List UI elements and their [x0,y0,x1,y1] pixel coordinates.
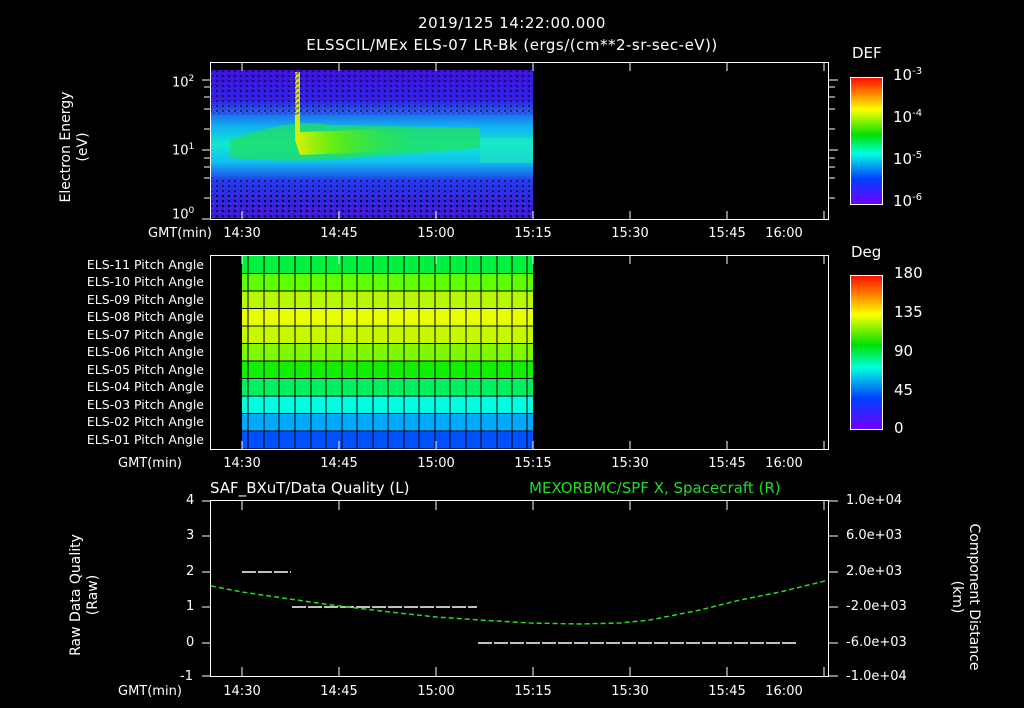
deg-colorbar [850,275,883,430]
spf-x-series [210,579,830,625]
deg-label-90: 90 [894,342,914,360]
row-label: ELS-04 Pitch Angle [86,379,204,394]
row-label: ELS-11 Pitch Angle [86,257,204,272]
row-label: ELS-01 Pitch Angle [86,432,204,447]
deg-label-135: 135 [894,303,923,321]
row-label: ELS-02 Pitch Angle [86,414,204,429]
panel2-time-ticks [241,256,825,449]
row-label: ELS-09 Pitch Angle [86,292,204,307]
ytick-right: -1.0e+04 [846,669,907,684]
ytick-right: -2.0e+03 [846,599,907,614]
row-label: ELS-05 Pitch Angle [86,362,204,377]
plot-subtitle: ELSSCIL/MEx ELS-07 LR-Bk (ergs/(cm**2-sr… [306,36,718,54]
ytick-10: 101 [172,142,195,159]
def-colorbar [850,77,883,205]
panel2-time-labels: GMT(min) 14:30 14:45 15:00 15:15 15:30 1… [118,456,803,471]
spf-x-title: MEXORBMC/SPF X, Spacecraft (R) [529,479,781,497]
ytick-left: 4 [186,493,195,508]
data-quality-panel [210,500,829,677]
ytick-right: 6.0e+03 [846,528,903,543]
deg-label-180: 180 [894,264,923,282]
row-label: ELS-07 Pitch Angle [86,327,204,342]
def-label-1e-5: 10-5 [893,150,923,168]
ytick-left: 3 [186,528,195,543]
ytick-right: 1.0e+04 [846,493,903,508]
ytick-right: -6.0e+03 [846,635,907,650]
ytick-left: 1 [186,599,195,614]
ytick-left: 2 [186,564,195,579]
row-label: ELS-08 Pitch Angle [86,309,204,324]
pitch-angle-panel [210,255,829,450]
row-label: ELS-06 Pitch Angle [86,344,204,359]
ytick-left: -1 [180,669,193,684]
data-quality-axis-label: Raw Data Quality (Raw) [68,534,101,656]
deg-colorbar-title: Deg [851,243,882,261]
deg-label-45: 45 [894,381,914,399]
component-distance-axis-label: Component Distance (km) [949,523,982,671]
ytick-100: 102 [172,74,195,91]
pitch-grid-lines [242,256,533,449]
panel3-axes-ticks [202,500,838,677]
row-label: ELS-03 Pitch Angle [86,397,204,412]
def-label-1e-3: 10-3 [893,66,923,84]
deg-label-0: 0 [894,419,904,437]
ytick-left: 0 [186,635,195,650]
data-quality-series [242,571,798,644]
ytick-right: 2.0e+03 [846,564,903,579]
row-label: ELS-10 Pitch Angle [86,274,204,289]
energy-spectrogram-panel [210,62,829,220]
def-label-1e-6: 10-6 [893,192,923,210]
panel1-time-ticks [202,63,838,220]
plot-timestamp: 2019/125 14:22:00.000 [418,14,606,32]
def-colorbar-title: DEF [852,44,882,62]
panel3-time-labels: GMT(min) 14:30 14:45 15:00 15:15 15:30 1… [118,684,803,699]
data-quality-title: SAF_BXuT/Data Quality (L) [210,479,410,497]
panel1-time-labels: GMT(min) 14:30 14:45 15:00 15:15 15:30 1… [148,226,803,241]
ytick-1: 100 [172,206,195,223]
def-label-1e-4: 10-4 [893,108,923,126]
